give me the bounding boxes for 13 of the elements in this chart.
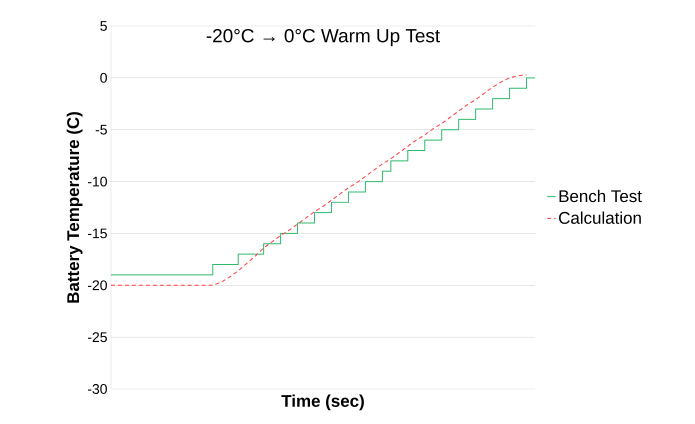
y-tick-label: 5 (100, 21, 107, 31)
legend-label: Calculation (559, 211, 641, 224)
y-axis-title: Battery Temperature (C) (66, 112, 82, 303)
y-tick-label: -30 (88, 384, 107, 394)
y-tick-label: 0 (100, 72, 107, 83)
chart-title: -20°C → 0°C Warm Up Test (206, 28, 440, 46)
y-tick-label: -25 (88, 332, 107, 342)
y-tick-label: -10 (88, 176, 107, 187)
y-tick-label: -20 (88, 280, 107, 290)
legend-label: Bench Test (560, 190, 642, 202)
y-tick-label: -15 (88, 228, 107, 238)
y-tick-label: -5 (96, 124, 107, 135)
x-axis-title: Time (sec) (281, 394, 364, 410)
